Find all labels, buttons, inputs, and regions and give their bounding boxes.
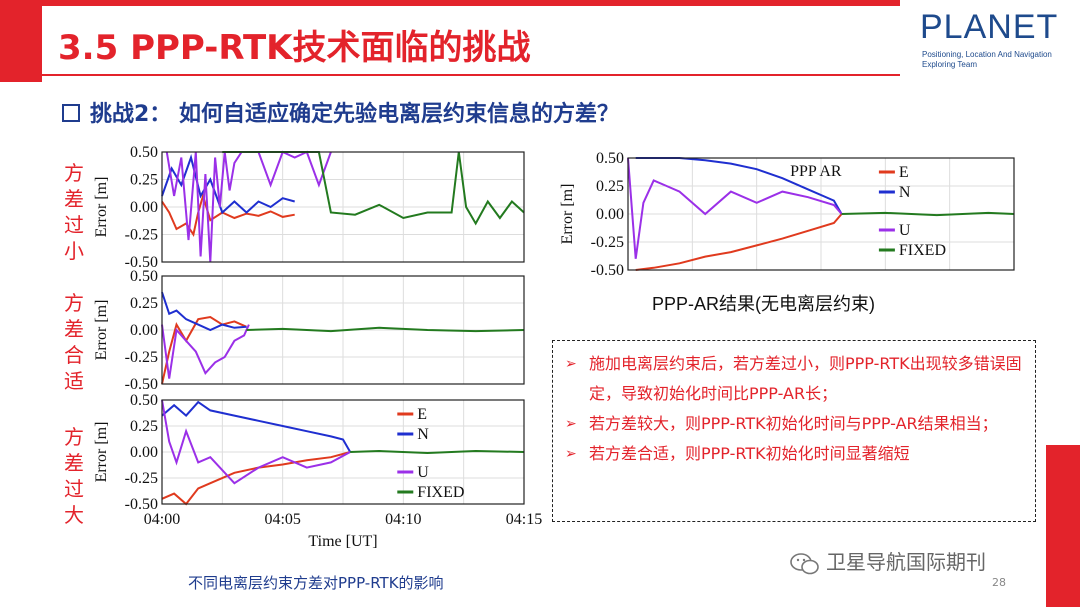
checkbox-bullet-icon bbox=[62, 104, 80, 122]
arrow-bullet-icon: ➢ bbox=[565, 446, 577, 462]
logo-line2: Exploring Team bbox=[922, 60, 977, 69]
x-axis-label: Time [UT] bbox=[308, 533, 377, 550]
row-label-suitable: 方差合适 bbox=[64, 291, 84, 393]
series-line-n bbox=[161, 291, 247, 332]
legend-label-e: E bbox=[899, 164, 909, 181]
y-tick-label: -0.50 bbox=[125, 496, 158, 513]
left-accent-bar bbox=[0, 0, 42, 82]
y-axis-label: Error [m] bbox=[93, 300, 110, 361]
chart-too-small: 0.50 0.25 0.00 -0.25 -0.50 Error [m] bbox=[90, 144, 530, 271]
chart-annotation: PPP AR bbox=[790, 163, 842, 180]
arrow-bullet-icon: ➢ bbox=[565, 356, 577, 372]
series-line-n bbox=[161, 154, 295, 215]
series-line-fixed bbox=[350, 449, 525, 455]
chart-ppp-ar: 0.50 0.25 0.00 -0.25 -0.50 Error [m] PPP AR E N U… bbox=[552, 150, 1022, 284]
legend-label-n: N bbox=[417, 426, 429, 443]
y-tick-label: 0.50 bbox=[130, 392, 158, 409]
chart-suitable-svg: 0.50 0.25 0.00 -0.25 -0.50 Error [m] bbox=[93, 268, 525, 393]
note-item: ➢ 若方差合适，则PPP-RTK初始化时间显著缩短 bbox=[563, 439, 1025, 469]
chart-suitable: 0.50 0.25 0.00 -0.25 -0.50 Error [m] bbox=[90, 268, 530, 396]
planet-logo: PLANET Positioning, Location And Navigat… bbox=[920, 8, 1070, 70]
slide-subtitle: 挑战2： 如何自适应确定先验电离层约束信息的方差？ bbox=[62, 96, 619, 128]
chart-too-small-svg: 0.50 0.25 0.00 -0.25 -0.50 Error [m] bbox=[93, 144, 525, 271]
legend-label-u: U bbox=[417, 464, 429, 481]
x-tick-label: 04:10 bbox=[385, 511, 421, 528]
slide-title: 3.5 PPP-RTK技术面临的挑战 bbox=[58, 28, 531, 68]
series-line-e bbox=[161, 451, 351, 506]
chart-too-large-svg: 0.50 0.25 0.00 -0.25 -0.50 Error [m] 04:00 04:0… bbox=[93, 392, 542, 550]
row-label-too-small: 方差过小 bbox=[64, 161, 84, 263]
series-line-e bbox=[161, 192, 295, 238]
page-number: 28 bbox=[992, 576, 1006, 589]
legend-label-fixed: FIXED bbox=[899, 242, 946, 259]
series-line-fixed bbox=[841, 211, 1015, 217]
y-tick-label: 0.25 bbox=[130, 418, 158, 435]
y-tick-label: 0.25 bbox=[130, 172, 158, 189]
y-axis-label: Error [m] bbox=[93, 177, 110, 238]
note-text: 若方差合适，则PPP-RTK初始化时间显著缩短 bbox=[589, 444, 910, 463]
y-tick-label: -0.25 bbox=[125, 349, 158, 366]
plot-frame bbox=[161, 399, 525, 505]
series-line-fixed bbox=[246, 326, 525, 333]
note-item: ➢ 若方差较大，则PPP-RTK初始化时间与PPP-AR结果相当； bbox=[563, 409, 1025, 439]
watermark-text: 卫星导航国际期刊 bbox=[826, 550, 986, 574]
notes-box: ➢ 施加电离层约束后，若方差过小，则PPP-RTK出现较多错误固定，导致初始化时间… bbox=[552, 340, 1036, 522]
logo-tagline: Positioning, Location And Navigation Exp… bbox=[922, 50, 1052, 70]
legend-label-e: E bbox=[417, 406, 427, 423]
y-tick-label: 0.00 bbox=[130, 444, 158, 461]
y-tick-label: -0.25 bbox=[125, 227, 158, 244]
title-underline bbox=[42, 74, 900, 76]
x-tick-label: 04:05 bbox=[264, 511, 300, 528]
legend-label-n: N bbox=[899, 184, 911, 201]
y-tick-label: -0.25 bbox=[125, 470, 158, 487]
logo-name: PLANET bbox=[920, 8, 1059, 46]
y-tick-label: -0.50 bbox=[125, 254, 158, 271]
series-line-u bbox=[161, 399, 351, 485]
top-accent-bar bbox=[42, 0, 900, 6]
y-tick-label: 0.25 bbox=[596, 178, 624, 195]
y-tick-label: 0.50 bbox=[596, 150, 624, 167]
y-tick-label: 0.00 bbox=[130, 199, 158, 216]
chart-too-large: 0.50 0.25 0.00 -0.25 -0.50 Error [m] 04:00 04:0… bbox=[90, 392, 542, 570]
plot-frame bbox=[161, 151, 525, 263]
note-text: 若方差较大，则PPP-RTK初始化时间与PPP-AR结果相当； bbox=[589, 414, 998, 433]
series-line-u bbox=[161, 324, 250, 379]
note-item: ➢ 施加电离层约束后，若方差过小，则PPP-RTK出现较多错误固定，导致初始化时间… bbox=[563, 349, 1025, 409]
y-axis-label: Error [m] bbox=[559, 184, 576, 245]
logo-line1: Positioning, Location And Navigation bbox=[922, 50, 1052, 59]
legend-label-fixed: FIXED bbox=[417, 484, 464, 501]
y-tick-label: 0.50 bbox=[130, 144, 158, 161]
plot-frame bbox=[627, 157, 1015, 271]
subtitle-text: 挑战2： 如何自适应确定先验电离层约束信息的方差？ bbox=[90, 102, 619, 127]
chart-ppp-ar-svg: 0.50 0.25 0.00 -0.25 -0.50 Error [m] PPP AR EN U… bbox=[559, 150, 1015, 279]
y-tick-label: 0.00 bbox=[130, 322, 158, 339]
y-tick-label: -0.50 bbox=[591, 262, 624, 279]
figure-caption: 不同电离层约束方差对PPP-RTK的影响 bbox=[188, 574, 444, 592]
series-line-e bbox=[635, 213, 843, 271]
y-tick-label: 0.50 bbox=[130, 268, 158, 285]
series-line-e bbox=[161, 315, 247, 385]
series-line-u bbox=[165, 150, 332, 263]
note-text: 施加电离层约束后，若方差过小，则PPP-RTK出现较多错误固定，导致初始化时间比… bbox=[589, 354, 1022, 403]
series-line-n bbox=[161, 400, 352, 453]
series-line-u bbox=[627, 157, 843, 259]
x-tick-label: 04:15 bbox=[506, 511, 542, 528]
arrow-bullet-icon: ➢ bbox=[565, 416, 577, 432]
y-tick-label: 0.25 bbox=[130, 295, 158, 312]
x-tick-label: 04:00 bbox=[144, 511, 180, 528]
row-label-too-large: 方差过大 bbox=[64, 425, 84, 527]
ppp-ar-caption: PPP-AR结果(无电离层约束) bbox=[652, 294, 876, 314]
y-tick-label: 0.00 bbox=[596, 206, 624, 223]
y-tick-label: -0.25 bbox=[591, 234, 624, 251]
y-tick-label: -0.50 bbox=[125, 376, 158, 393]
y-axis-label: Error [m] bbox=[93, 422, 110, 483]
wechat-icon bbox=[790, 552, 819, 574]
watermark: 卫星导航国际期刊 bbox=[790, 546, 986, 575]
legend-label-u: U bbox=[899, 222, 911, 239]
bottom-right-accent bbox=[1046, 445, 1080, 607]
plot-frame bbox=[161, 275, 525, 385]
